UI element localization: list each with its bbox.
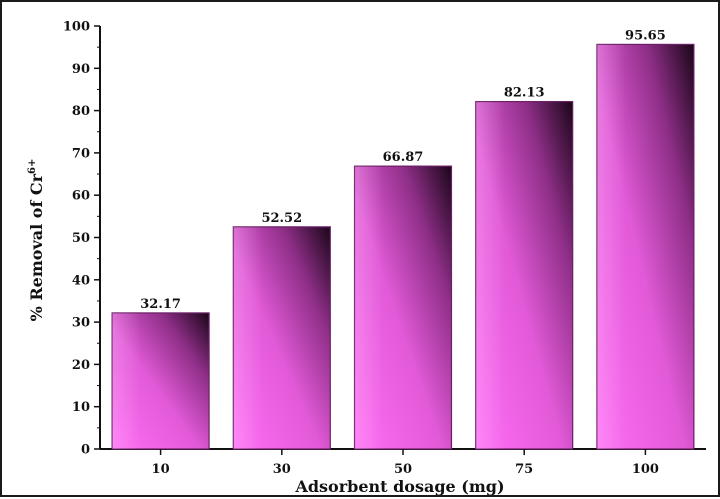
x-axis-title: Adsorbent dosage (mg) xyxy=(294,477,504,495)
x-tick-label: 30 xyxy=(273,462,291,477)
x-tick-label: 75 xyxy=(515,462,533,477)
y-tick-label: 50 xyxy=(72,231,90,246)
bar-data-label: 32.17 xyxy=(140,297,181,312)
y-tick-label: 20 xyxy=(72,358,90,373)
y-tick-label: 100 xyxy=(63,20,90,35)
y-tick-label: 30 xyxy=(72,316,90,331)
bar-highlight xyxy=(475,101,573,450)
y-axis-title-superscript: 6+ xyxy=(27,159,38,174)
bar-highlight xyxy=(596,44,694,449)
y-tick-label: 40 xyxy=(72,273,90,288)
bar-data-label: 95.65 xyxy=(625,28,666,43)
bar-data-label: 66.87 xyxy=(383,150,424,165)
y-tick-label: 10 xyxy=(72,400,90,415)
y-tick-label: 60 xyxy=(72,189,90,204)
x-tick-label: 10 xyxy=(152,462,170,477)
y-axis-title: % Removal of Cr6+ xyxy=(27,159,46,322)
plot-area: 0 10 20 30 40 50 60 70 80 90 100 32.17 10 52.52 30 66.8… xyxy=(63,20,706,477)
bar-highlight xyxy=(233,226,331,449)
y-tick-label: 90 xyxy=(72,62,90,77)
y-tick-label: 70 xyxy=(72,146,90,161)
x-tick-label: 50 xyxy=(394,462,412,477)
bar-data-label: 82.13 xyxy=(504,86,545,101)
y-axis-title-main: % Removal of Cr xyxy=(27,173,46,321)
bar-highlight xyxy=(354,166,452,449)
bar-highlight xyxy=(112,312,210,449)
x-tick-label: 100 xyxy=(632,462,659,477)
y-tick-label: 0 xyxy=(81,443,90,458)
bar-data-label: 52.52 xyxy=(261,211,302,226)
y-tick-label: 80 xyxy=(72,104,90,119)
